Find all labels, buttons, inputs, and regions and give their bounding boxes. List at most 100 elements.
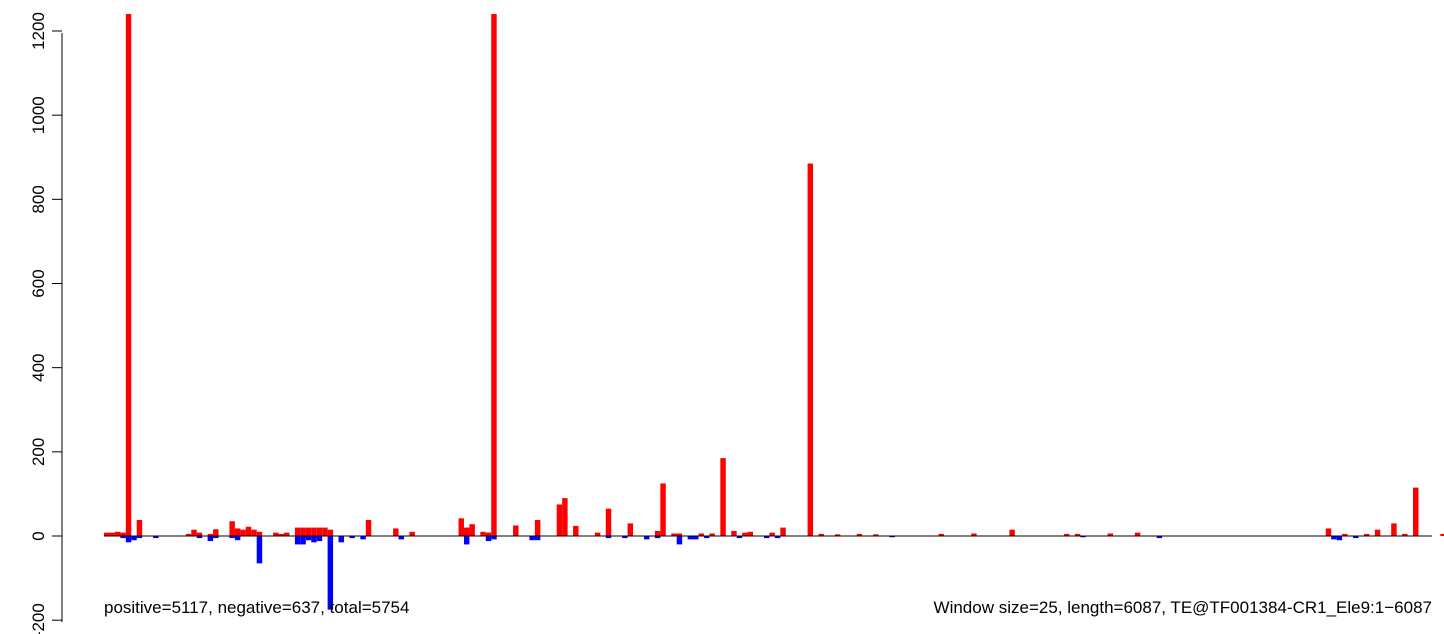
positive-bar [627, 523, 634, 536]
positive-bar [311, 527, 317, 536]
positive-bar [104, 532, 110, 536]
positive-bar [1325, 528, 1332, 536]
window-info: Window size=25, length=6087, TE@TF001384… [934, 598, 1432, 617]
negative-bar [125, 536, 132, 543]
positive-bar [191, 529, 197, 536]
positive-bar [1063, 533, 1070, 536]
positive-bar [1402, 533, 1408, 536]
positive-bar [305, 527, 312, 536]
positive-bar [1074, 533, 1081, 536]
positive-bar [234, 528, 241, 536]
negative-bar [463, 536, 470, 545]
positive-bar [207, 533, 214, 536]
summary-counts: positive=5117, negative=637, total=5754 [104, 598, 409, 617]
positive-bar [1342, 533, 1348, 536]
positive-bar [327, 529, 334, 536]
positive-bar [1440, 533, 1444, 536]
negative-bar [256, 536, 263, 564]
y-tick-label: 1000 [29, 96, 48, 134]
negative-bar [491, 536, 497, 540]
negative-bar [774, 536, 781, 539]
negative-bar [305, 536, 312, 541]
y-tick-label: -200 [29, 603, 48, 634]
positive-bar [573, 525, 579, 536]
negative-bar [1331, 536, 1337, 540]
positive-bar [251, 529, 257, 536]
negative-bar [643, 536, 650, 540]
positive-bar [513, 525, 519, 536]
positive-bar [136, 520, 143, 536]
positive-bar [463, 527, 470, 536]
positive-bar [834, 534, 841, 536]
positive-bar [556, 504, 563, 536]
positive-bar [720, 458, 726, 536]
positive-bar [938, 533, 944, 536]
positive-bar [1009, 529, 1015, 536]
positive-bar [780, 527, 786, 536]
negative-bar [889, 536, 895, 538]
negative-bar [398, 536, 404, 540]
positive-bar [807, 163, 814, 536]
negative-bar [676, 536, 683, 545]
positive-bar [873, 534, 879, 536]
positive-bar [365, 520, 372, 536]
negative-bar [131, 536, 137, 541]
positive-bar [1363, 533, 1370, 536]
positive-bar [491, 14, 497, 536]
positive-bar [671, 533, 677, 536]
negative-bar [529, 536, 535, 541]
positive-bar [605, 508, 612, 536]
positive-bar [469, 524, 475, 536]
positive-bar [322, 527, 328, 536]
negative-bar [534, 536, 541, 541]
negative-bar [294, 536, 301, 545]
positive-bar [229, 521, 235, 536]
negative-bar [213, 536, 219, 539]
negative-bar [311, 536, 317, 543]
positive-bar [458, 518, 464, 536]
positive-bar [1134, 532, 1141, 536]
positive-bar [185, 533, 192, 536]
positive-bars [104, 14, 1444, 536]
negative-bar [1336, 536, 1343, 541]
positive-bar [971, 533, 977, 536]
negative-bar [153, 536, 159, 539]
positive-bar [109, 532, 115, 536]
positive-bar [196, 532, 203, 536]
positive-bar [1413, 487, 1419, 536]
negative-bar [300, 536, 306, 545]
positive-bar [300, 527, 306, 536]
positive-bar [562, 498, 568, 536]
y-tick-label: 200 [29, 438, 48, 466]
positive-bar [409, 531, 415, 536]
positive-bar [534, 520, 541, 536]
negative-bar [349, 536, 355, 539]
positive-bar [769, 532, 775, 536]
negative-bar [234, 536, 241, 541]
negative-bar [763, 536, 770, 539]
positive-bar [278, 533, 284, 536]
y-tick-label: 600 [29, 269, 48, 297]
negative-bar [196, 536, 203, 539]
negative-bar [1353, 536, 1359, 539]
negative-bar [1080, 536, 1086, 538]
negative-bar [136, 536, 143, 539]
positive-bar [747, 531, 754, 536]
positive-bar [676, 533, 683, 536]
y-tick-label: 0 [29, 531, 48, 540]
negative-bar [687, 536, 694, 540]
negative-bar [1156, 536, 1163, 539]
y-axis: -200 0 200 400 600 800 1000 1200 [29, 12, 63, 634]
negative-bars [120, 536, 1359, 610]
positive-bar [120, 532, 126, 536]
positive-bar [213, 529, 219, 536]
positive-bar [1391, 523, 1397, 536]
negative-bar [622, 536, 628, 539]
negative-bar [120, 536, 126, 539]
y-ticks: -200 0 200 400 600 800 1000 1200 [29, 12, 62, 634]
positive-bar [283, 532, 290, 536]
y-tick-label: 800 [29, 185, 48, 213]
negative-bar [316, 536, 323, 542]
negative-bar [485, 536, 492, 542]
